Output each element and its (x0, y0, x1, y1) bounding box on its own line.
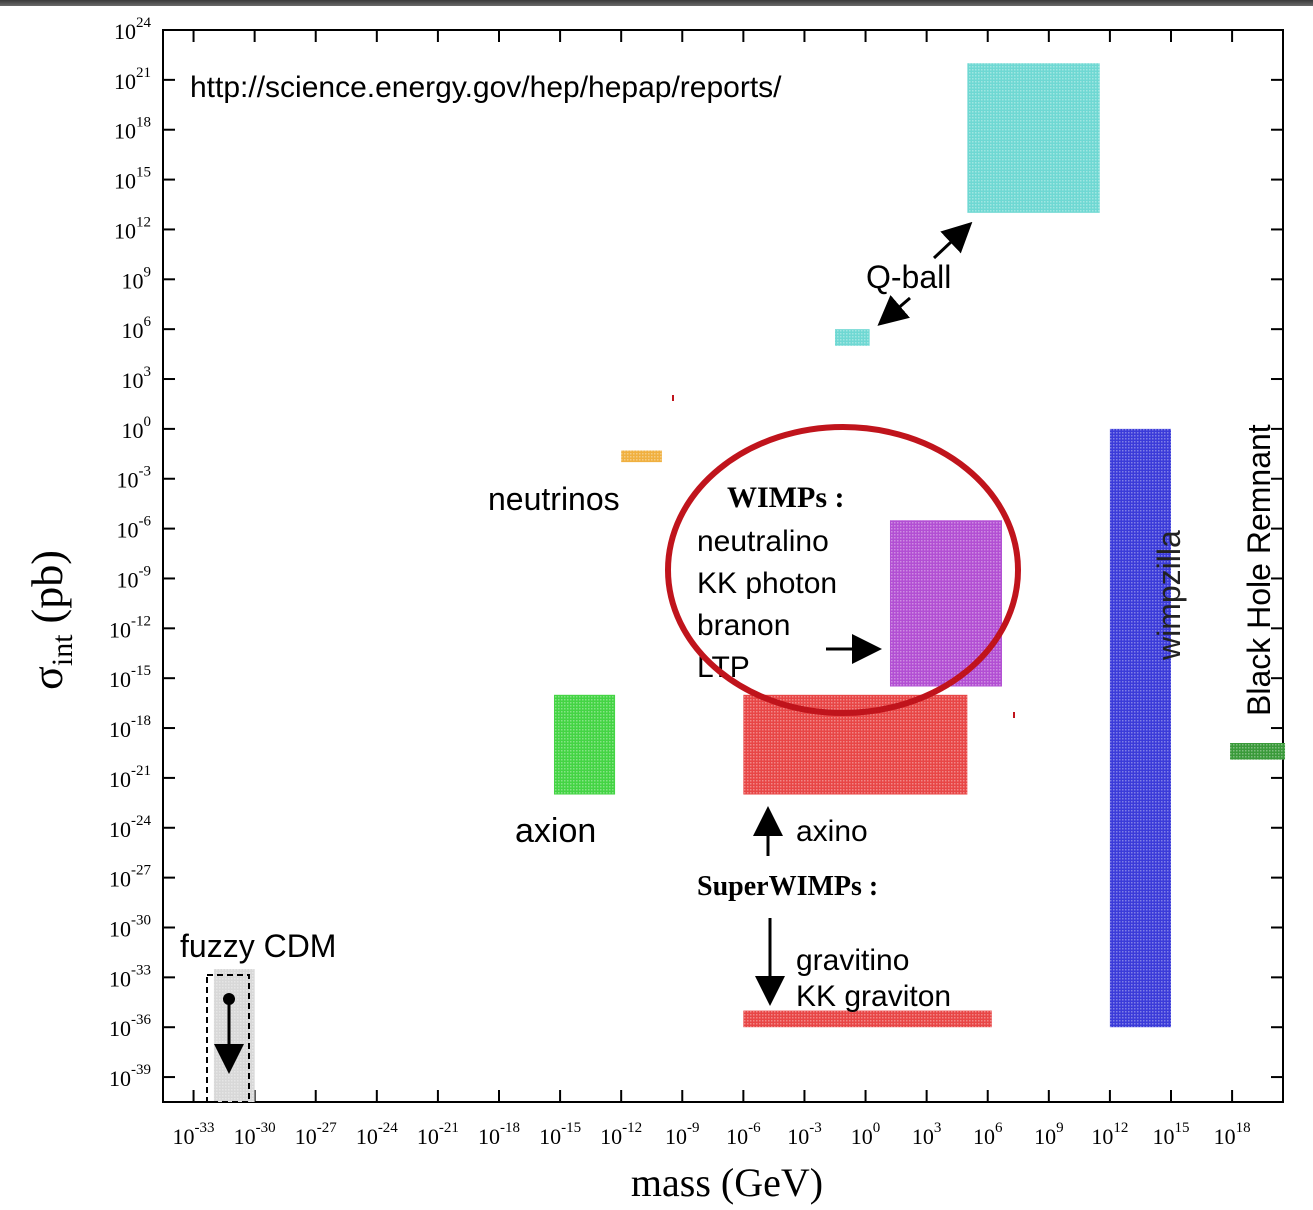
x-axis-ticks: 10-33 10-30 10-27 10-24 10-21 10-18 10-15 10-12… (173, 30, 1251, 1149)
x-tick-label: 10-15 (539, 1120, 581, 1149)
x-tick-label: 10-21 (417, 1120, 459, 1149)
region-neutrinos (621, 450, 662, 463)
qball-arrow-down (877, 294, 911, 326)
stray-mark-1 (672, 395, 674, 401)
x-tick-label: 10-33 (173, 1120, 215, 1149)
svg-text:σint (pb): σint (pb) (23, 550, 79, 690)
superwimps-title: SuperWIMPs : (697, 871, 878, 902)
y-tick-label: 1024 (114, 15, 152, 44)
y-tick-label: 10-39 (109, 1062, 151, 1091)
x-tick-label: 10-6 (726, 1120, 761, 1149)
wimpzilla-label: wimpzilla (1151, 530, 1187, 661)
y-tick-label: 10-3 (117, 464, 152, 493)
wimps-highlight-circle (665, 424, 1021, 716)
wimps-neutralino: neutralino (697, 525, 829, 558)
x-tick-label: 1012 (1091, 1120, 1128, 1149)
axino-label: axino (796, 815, 868, 848)
region-gravitino-kk-graviton (743, 1010, 992, 1028)
y-tick-label: 10-21 (109, 763, 151, 792)
neutrinos-label: neutrinos (488, 481, 620, 517)
y-tick-label: 1021 (114, 65, 151, 94)
y-tick-label: 106 (122, 314, 152, 343)
x-tick-label: 1015 (1153, 1120, 1190, 1149)
source-url: http://science.energy.gov/hep/hepap/repo… (190, 71, 782, 104)
region-axion (553, 694, 616, 795)
x-axis-label: mass (GeV) (631, 1160, 823, 1205)
black-hole-label: Black Hole Remnant (1241, 424, 1277, 716)
y-axis-unit: (pb) (23, 550, 72, 623)
y-tick-label: 10-30 (109, 912, 151, 941)
region-wimps (889, 520, 1002, 687)
top-bar (0, 0, 1313, 6)
fuzzy-cdm-label: fuzzy CDM (180, 928, 336, 964)
y-tick-label: 10-12 (109, 613, 151, 642)
x-tick-label: 106 (973, 1120, 1003, 1149)
y-axis-symbol: σ (23, 666, 72, 690)
x-tick-label: 10-3 (787, 1120, 822, 1149)
fuzzy-cdm-box (206, 974, 250, 1103)
region-fuzzy-cdm (213, 969, 255, 1102)
fuzzy-cdm-dot (223, 993, 235, 1005)
x-tick-label: 1018 (1214, 1120, 1251, 1149)
y-tick-label: 10-24 (109, 813, 151, 842)
x-tick-label: 103 (912, 1120, 942, 1149)
y-tick-label: 10-33 (109, 962, 151, 991)
region-q-ball-high (967, 63, 1100, 213)
y-tick-label: 10-18 (109, 713, 151, 742)
y-tick-label: 103 (122, 364, 152, 393)
x-tick-label: 109 (1034, 1120, 1064, 1149)
y-tick-label: 10-36 (109, 1012, 151, 1041)
wimps-kk-photon: KK photon (697, 567, 837, 600)
x-tick-label: 10-24 (356, 1120, 398, 1149)
plot-frame (162, 29, 1284, 1103)
x-tick-label: 10-27 (295, 1120, 337, 1149)
qball-arrow-up (932, 221, 973, 260)
region-q-ball-low (835, 329, 870, 346)
x-tick-label: 10-30 (234, 1120, 276, 1149)
y-tick-label: 100 (122, 414, 152, 443)
y-axis-subscript: int (46, 634, 79, 666)
y-tick-label: 1015 (114, 165, 151, 194)
x-tick-label: 10-9 (665, 1120, 700, 1149)
y-tick-label: 10-27 (109, 863, 151, 892)
regions (213, 63, 1286, 1102)
y-tick-label: 1018 (114, 115, 151, 144)
wimps-title: WIMPs : (727, 481, 844, 514)
y-axis-label: σint (pb) (23, 550, 79, 690)
y-tick-label: 1012 (114, 214, 151, 243)
qball-label: Q-ball (866, 259, 951, 295)
x-tick-label: 100 (851, 1120, 881, 1149)
y-tick-label: 10-15 (109, 663, 151, 692)
axion-label: axion (515, 812, 596, 850)
y-tick-label: 109 (122, 264, 152, 293)
y-tick-label: 10-6 (117, 514, 152, 543)
x-tick-label: 10-12 (600, 1120, 642, 1149)
y-axis-ticks: 1024 1021 1018 1015 1012 109 106 103 100 10-3 10-6… (109, 15, 1283, 1091)
gravitino-label: gravitino (796, 944, 909, 977)
wimps-branon: branon (697, 609, 790, 642)
x-tick-label: 10-18 (478, 1120, 520, 1149)
y-tick-label: 10-9 (117, 563, 152, 592)
region-wimpzilla (1109, 428, 1171, 1028)
region-axino (743, 694, 968, 795)
stray-mark-2 (1013, 712, 1015, 718)
region-black-hole-remnant (1230, 743, 1286, 760)
kk-graviton-label: KK graviton (796, 980, 951, 1013)
